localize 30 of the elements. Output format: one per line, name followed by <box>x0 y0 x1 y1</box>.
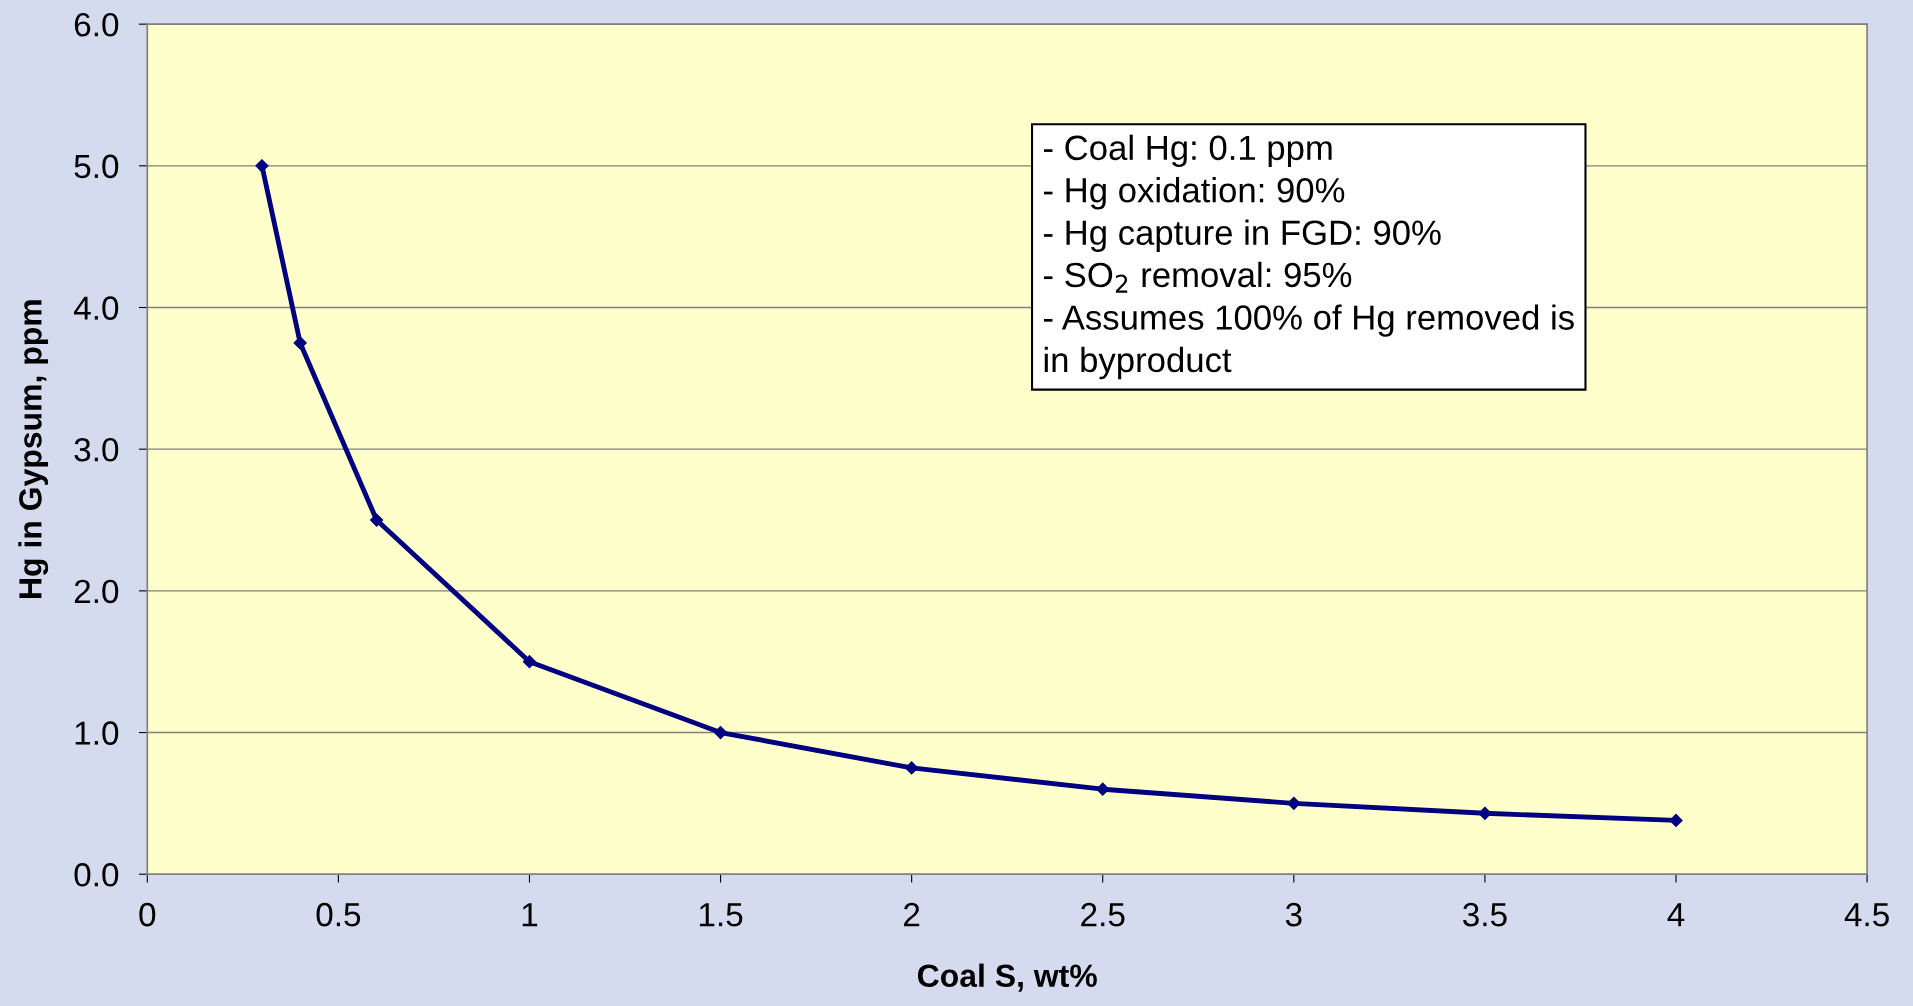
y-tick-label: 0.0 <box>74 863 119 887</box>
x-tick-label: 2 <box>904 902 920 927</box>
point <box>293 336 307 350</box>
y-tick-label: 5.0 <box>74 154 119 179</box>
point <box>905 761 919 775</box>
annotation: - Coal Hg: 0.1 ppm - Hg oxidation: 90% - Hg capture in FGD: 90% - SO$_{2}$ removal: 95% - Assumes 100% of Hg removed is in byproduct <box>1043 134 1574 380</box>
x-tick-label: 3 <box>1285 902 1302 927</box>
x-tick-label: 3.5 <box>1463 902 1507 927</box>
y-tick-label: 6.0 <box>74 12 119 37</box>
point <box>713 725 728 740</box>
x-tick-label: 1.5 <box>699 903 743 927</box>
x-tick-label: 0.5 <box>316 902 361 927</box>
x-tick-label: 4.5 <box>1844 903 1889 927</box>
point <box>1478 806 1492 820</box>
y-tick-label: 1.0 <box>75 721 119 745</box>
y-tick-label: 2.0 <box>74 579 119 604</box>
x-tick-label: 1 <box>522 903 538 927</box>
point <box>1287 796 1301 810</box>
y-tick-label: 4.0 <box>73 296 119 320</box>
y-axis-title: Hg in Gypsum, ppm <box>18 300 49 598</box>
x-tick-label: 2.5 <box>1081 902 1125 927</box>
y-tick-label: 3.0 <box>74 437 119 462</box>
x-tick-label: 0 <box>139 902 156 927</box>
x-axis-title: Coal S, wt% <box>917 963 1097 992</box>
point <box>522 655 537 669</box>
point <box>255 159 269 173</box>
point <box>1669 813 1683 827</box>
x-tick-label: 4 <box>1667 903 1685 927</box>
point <box>370 513 384 527</box>
point <box>1096 782 1110 796</box>
